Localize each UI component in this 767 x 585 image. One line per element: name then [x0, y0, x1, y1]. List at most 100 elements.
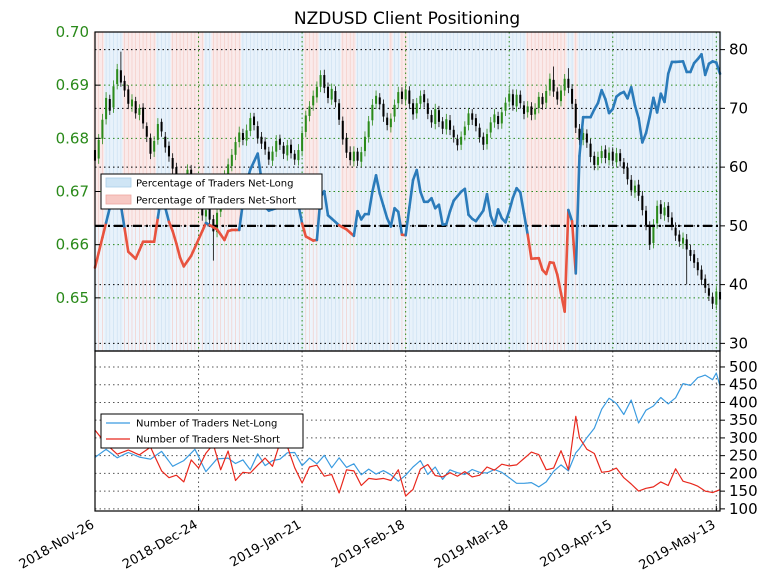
candle-body [596, 156, 599, 165]
legend-label-net-long-count: Number of Traders Net-Long [136, 419, 277, 430]
candle-body [245, 130, 248, 141]
pct-segment [378, 192, 385, 208]
candle-body [456, 138, 459, 146]
candle-body [659, 204, 662, 214]
candle-body [304, 115, 307, 132]
count-tick-label: 350 [729, 411, 758, 429]
candle-body [471, 113, 474, 120]
candle-body [530, 106, 533, 115]
price-candles [93, 51, 722, 311]
pct-segment [300, 222, 308, 238]
candle-body [415, 103, 418, 114]
candle-body [130, 99, 133, 107]
candle-body [267, 151, 270, 160]
pct-segment [382, 204, 389, 220]
pct-segment [574, 154, 581, 275]
pct-segment [419, 190, 426, 204]
date-tick-label: 2018-Nov-26 [17, 517, 97, 572]
pct-segment [700, 53, 707, 77]
pct-segment [655, 92, 663, 114]
candle-body [341, 120, 344, 140]
price-tick-label: 0.70 [56, 23, 89, 41]
chart-title: NZDUSD Client Positioning [294, 9, 520, 29]
pct-segment [404, 206, 411, 237]
candle-body [656, 205, 659, 224]
candle-body [441, 121, 444, 129]
price-tick-label: 0.65 [56, 289, 89, 307]
candle-body [626, 167, 629, 180]
candle-body [574, 103, 577, 128]
legend-bottom: Number of Traders Net-Long Number of Tra… [100, 413, 304, 449]
pct-segment [663, 72, 670, 104]
candle-body [452, 129, 455, 138]
pct-segment [552, 261, 559, 276]
pct-segment [715, 61, 722, 76]
candle-body [604, 149, 607, 159]
legend-label-net-long: Percentage of Traders Net-Long [136, 179, 294, 190]
date-tick-label: 2019-May-13 [637, 517, 719, 573]
candle-body [593, 155, 596, 165]
candle-body [286, 145, 289, 156]
candle-body [478, 127, 481, 138]
legend-label-net-short: Percentage of Traders Net-Short [136, 196, 296, 207]
candle-body [164, 136, 167, 148]
pct-segment [504, 209, 511, 224]
candle-body [175, 167, 178, 180]
candle-body [105, 97, 108, 120]
pct-segment [101, 221, 108, 239]
candle-body [504, 102, 507, 111]
pct-segment [134, 248, 141, 261]
candle-body [585, 133, 588, 143]
pct-tick-label: 40 [729, 276, 748, 294]
candle-body [330, 88, 333, 100]
candle-body [460, 136, 463, 145]
pct-segment [138, 240, 145, 252]
candle-body [264, 141, 267, 150]
count-tick-label: 500 [729, 358, 758, 376]
pct-segment [511, 186, 518, 199]
candle-body [508, 93, 511, 102]
candle-body [408, 90, 411, 104]
pct-segment [445, 209, 452, 226]
date-tick-label: 2019-Feb-18 [329, 517, 408, 571]
candle-body [434, 109, 437, 124]
pct-segment [555, 273, 563, 295]
pct-segment [666, 60, 674, 76]
candle-body [489, 122, 492, 133]
pct-segment [389, 206, 396, 228]
pct-segment [415, 168, 422, 194]
pct-segment [604, 97, 611, 115]
pct-segment [493, 208, 500, 227]
price-tick-label: 0.69 [56, 76, 89, 94]
candle-body [500, 112, 503, 124]
candle-body [449, 120, 452, 130]
pct-segment [589, 108, 596, 119]
candle-body [227, 164, 230, 174]
candle-body [360, 152, 363, 162]
candle-body [667, 205, 670, 218]
candle-body [153, 140, 156, 152]
candle-body [556, 91, 559, 100]
candle-body [297, 150, 300, 161]
price-axis: 0.65 0.66 0.67 0.68 0.69 0.70 [56, 23, 100, 307]
pct-segment [507, 196, 515, 213]
candle-body [400, 91, 403, 99]
pct-segment [374, 174, 382, 195]
candle-body [167, 145, 170, 157]
pct-tick-label: 70 [729, 99, 748, 117]
count-tick-label: 450 [729, 376, 758, 394]
pct-segment [152, 216, 160, 244]
pct-segment [367, 190, 374, 216]
candle-body [412, 103, 415, 115]
pct-tick-label: 80 [729, 41, 748, 59]
candle-body [485, 134, 489, 145]
candle-body [608, 152, 611, 161]
pct-segment [463, 187, 470, 217]
candle-body [693, 254, 696, 263]
date-axis: 2018-Nov-26 2018-Dec-24 2019-Jan-21 2019-Fe… [17, 506, 719, 573]
candle-body [622, 162, 625, 169]
pct-tick-label: 50 [729, 217, 748, 235]
pct-segment [223, 229, 230, 242]
pct-segment [522, 212, 529, 236]
